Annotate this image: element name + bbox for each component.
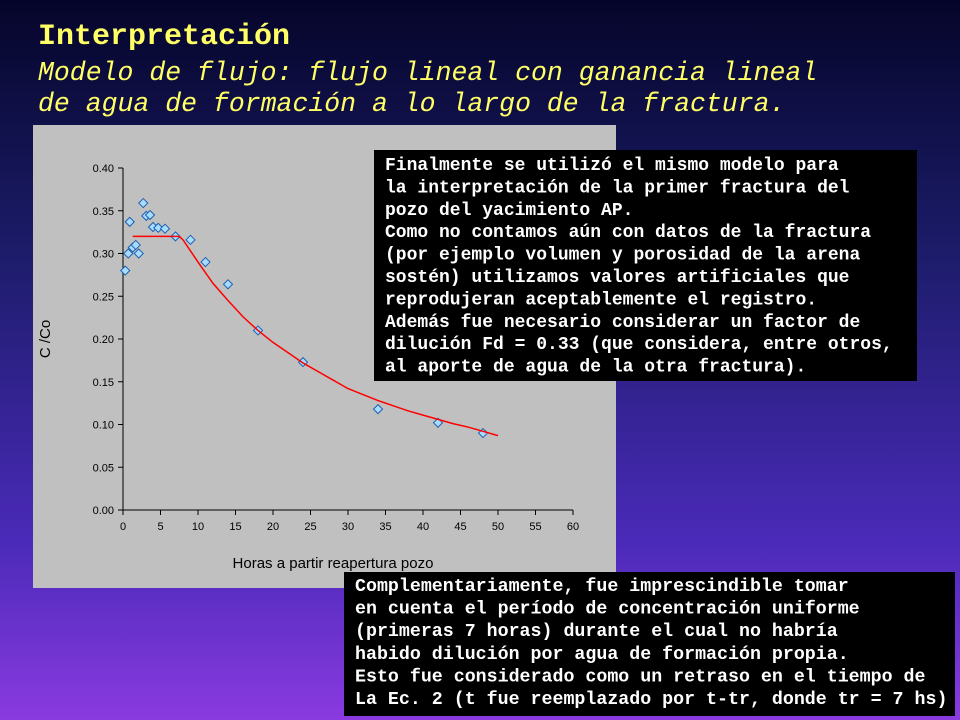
x-tick-label: 45 <box>454 521 466 533</box>
y-tick-label: 0.00 <box>93 505 114 517</box>
note-line: Como no contamos aún con datos de la fra… <box>385 223 871 243</box>
note-line: (por ejemplo volumen y porosidad de la a… <box>385 246 860 266</box>
note-line: sostén) utilizamos valores artificiales … <box>385 268 849 288</box>
y-tick-label: 0.30 <box>93 249 114 261</box>
x-tick-label: 0 <box>120 521 126 533</box>
y-tick-label: 0.05 <box>93 462 114 474</box>
notes: Finalmente se utilizó el mismo modelo pa… <box>344 150 955 716</box>
y-tick-label: 0.15 <box>93 377 114 389</box>
note-line: Esto fue considerado como un retraso en … <box>355 667 925 687</box>
data-point <box>138 197 149 209</box>
y-axis-label: C /Co <box>37 320 54 358</box>
data-point <box>120 265 131 276</box>
data-point <box>130 239 141 251</box>
data-point <box>222 279 234 290</box>
slide-subtitle: Modelo de flujo: flujo lineal con gananc… <box>38 58 817 88</box>
y-tick-label: 0.40 <box>93 163 114 175</box>
x-tick-label: 15 <box>229 521 241 533</box>
x-tick-label: 40 <box>417 521 429 533</box>
data-point <box>123 248 134 259</box>
x-tick-label: 60 <box>567 521 579 533</box>
data-point <box>153 222 164 234</box>
note-box <box>374 150 917 381</box>
data-point <box>124 216 135 228</box>
note-line: Complementariamente, fue imprescindible … <box>355 577 849 597</box>
data-point <box>133 248 144 259</box>
x-tick-label: 55 <box>529 521 541 533</box>
data-point <box>159 223 171 234</box>
note-line: la interpretación de la primer fractura … <box>385 178 850 198</box>
y-tick-label: 0.25 <box>93 291 114 303</box>
x-tick-label: 10 <box>192 521 204 533</box>
note-line: en cuenta el período de concentración un… <box>355 600 860 620</box>
x-tick-label: 50 <box>492 521 504 533</box>
note-line: habido dilución por agua de formación pr… <box>355 645 849 665</box>
data-point <box>372 403 384 415</box>
y-tick-label: 0.35 <box>93 206 114 218</box>
note-line: al aporte de agua de la otra fractura). <box>385 358 806 378</box>
x-tick-label: 20 <box>267 521 279 533</box>
x-axis-label: Horas a partir reapertura pozo <box>233 555 434 572</box>
data-point <box>144 209 156 221</box>
x-tick-label: 35 <box>379 521 391 533</box>
y-tick-label: 0.20 <box>93 334 114 346</box>
data-point <box>185 234 196 246</box>
x-tick-label: 30 <box>342 521 354 533</box>
note-line: La Ec. 2 (t fue reemplazado por t-tr, do… <box>355 690 947 710</box>
y-tick-label: 0.10 <box>93 420 114 432</box>
note-line: Además fue necesario considerar un facto… <box>385 313 860 333</box>
data-point <box>200 256 211 268</box>
note-line: dilución Fd = 0.33 (que considera, entre… <box>385 335 893 355</box>
x-tick-label: 25 <box>304 521 316 533</box>
note-box <box>344 572 955 716</box>
note-line: (primeras 7 horas) durante el cual no ha… <box>355 622 838 642</box>
slide-title: Interpretación <box>38 20 290 54</box>
x-tick-label: 5 <box>157 521 163 533</box>
fit-line <box>132 235 499 437</box>
slide-subtitle: de agua de formación a lo largo de la fr… <box>38 89 785 119</box>
note-line: reprodujeran aceptablemente el registro. <box>385 290 817 310</box>
note-line: pozo del yacimiento AP. <box>385 201 633 221</box>
note-line: Finalmente se utilizó el mismo modelo pa… <box>385 156 839 176</box>
